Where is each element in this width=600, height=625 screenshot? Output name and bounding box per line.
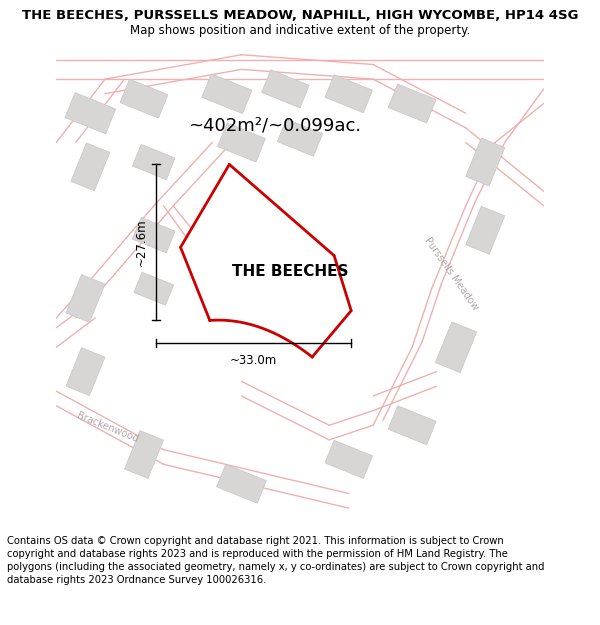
Polygon shape (71, 143, 110, 191)
Polygon shape (262, 70, 309, 108)
Polygon shape (466, 138, 505, 186)
Polygon shape (65, 92, 116, 134)
Polygon shape (436, 322, 476, 372)
Polygon shape (202, 74, 252, 114)
Polygon shape (388, 84, 436, 123)
Text: Purssells Meadow: Purssells Meadow (422, 236, 480, 312)
Text: THE BEECHES: THE BEECHES (232, 264, 349, 279)
Text: ~27.6m: ~27.6m (134, 219, 148, 266)
Polygon shape (133, 217, 175, 253)
Polygon shape (66, 274, 105, 322)
Text: THE BEECHES, PURSSELLS MEADOW, NAPHILL, HIGH WYCOMBE, HP14 4SG: THE BEECHES, PURSSELLS MEADOW, NAPHILL, … (22, 9, 578, 22)
Text: Brackenwood: Brackenwood (75, 411, 140, 444)
Polygon shape (124, 431, 164, 479)
Polygon shape (181, 164, 351, 357)
Polygon shape (325, 441, 373, 478)
Polygon shape (66, 348, 105, 396)
Polygon shape (466, 206, 505, 254)
Polygon shape (388, 406, 436, 445)
Text: ~402m²/~0.099ac.: ~402m²/~0.099ac. (188, 116, 361, 134)
Polygon shape (120, 79, 168, 118)
Polygon shape (217, 464, 266, 503)
Polygon shape (277, 119, 323, 156)
Polygon shape (134, 272, 173, 305)
Polygon shape (210, 320, 312, 357)
Polygon shape (325, 75, 373, 112)
Text: Contains OS data © Crown copyright and database right 2021. This information is : Contains OS data © Crown copyright and d… (7, 536, 545, 586)
Text: Map shows position and indicative extent of the property.: Map shows position and indicative extent… (130, 24, 470, 37)
Text: ~33.0m: ~33.0m (230, 354, 277, 367)
Polygon shape (218, 123, 265, 162)
Polygon shape (133, 144, 175, 180)
